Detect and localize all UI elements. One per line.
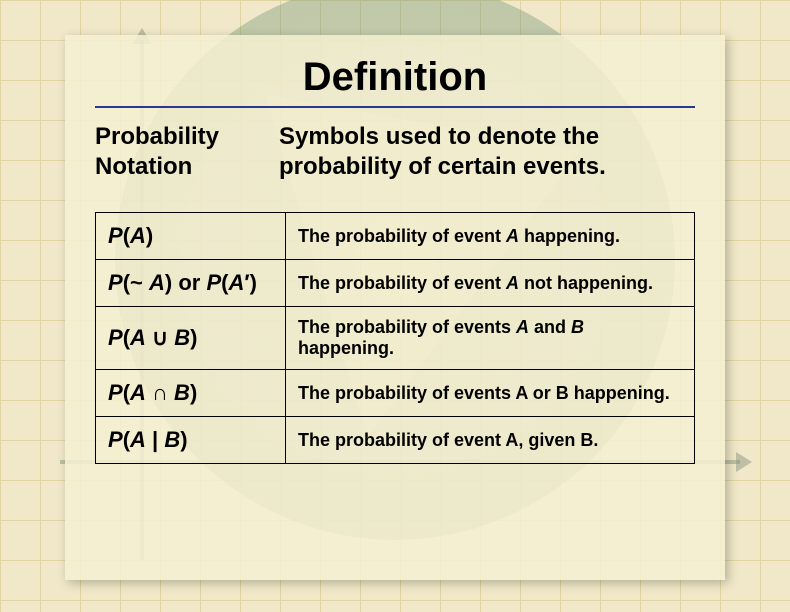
table-row: P(~ A) or P(A′)The probability of event … xyxy=(96,260,695,307)
notation-meaning: The probability of event A not happening… xyxy=(286,260,695,307)
notation-symbol: P(A) xyxy=(96,213,286,260)
table-row: P(A ∩ B)The probability of events A or B… xyxy=(96,370,695,417)
definition-description: Symbols used to denote the probability o… xyxy=(279,122,695,182)
notation-meaning: The probability of event A happening. xyxy=(286,213,695,260)
table-row: P(A | B)The probability of event A, give… xyxy=(96,417,695,464)
table-row: P(A ∪ B)The probability of events A and … xyxy=(96,307,695,370)
notation-table: P(A)The probability of event A happening… xyxy=(95,212,695,464)
notation-meaning: The probability of event A, given B. xyxy=(286,417,695,464)
notation-symbol: P(A ∩ B) xyxy=(96,370,286,417)
notation-symbol: P(A ∪ B) xyxy=(96,307,286,370)
notation-meaning: The probability of events A or B happeni… xyxy=(286,370,695,417)
card-title: Definition xyxy=(95,55,695,100)
table-row: P(A)The probability of event A happening… xyxy=(96,213,695,260)
notation-symbol: P(~ A) or P(A′) xyxy=(96,260,286,307)
title-rule xyxy=(95,106,695,108)
notation-table-body: P(A)The probability of event A happening… xyxy=(96,213,695,464)
definition-row: Probability Notation Symbols used to den… xyxy=(95,122,695,182)
definition-card: Definition Probability Notation Symbols … xyxy=(65,35,725,580)
notation-meaning: The probability of events A and B happen… xyxy=(286,307,695,370)
notation-symbol: P(A | B) xyxy=(96,417,286,464)
definition-term: Probability Notation xyxy=(95,122,255,182)
